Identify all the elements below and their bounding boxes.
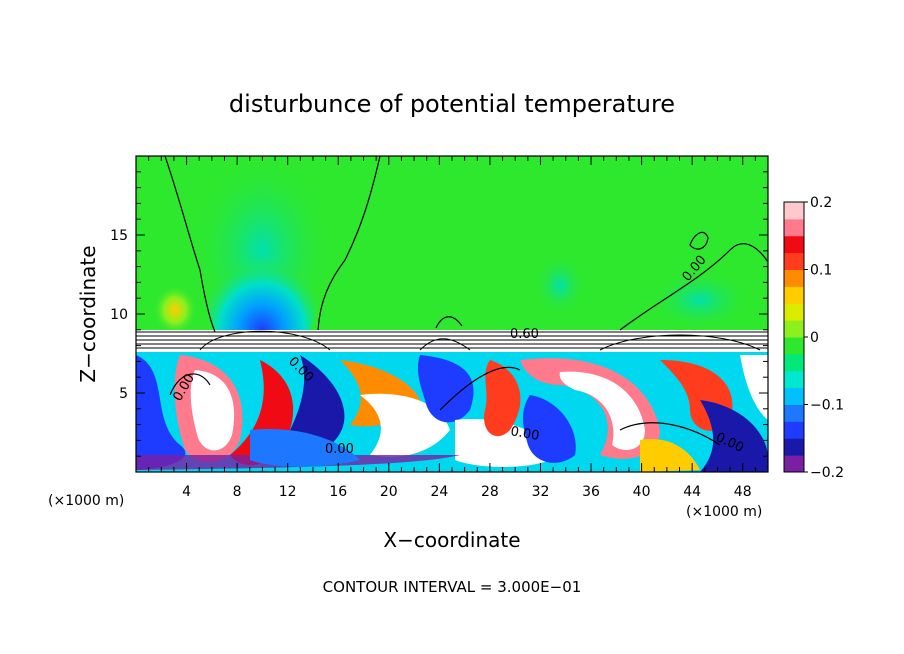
colorbar-segment: [784, 252, 804, 270]
y-axis: 5 10 15: [110, 171, 768, 457]
x-tick-label: 36: [582, 484, 600, 500]
colorbar-segment: [784, 353, 804, 372]
x-tick-label: 48: [734, 484, 752, 500]
x-tick-label: 20: [380, 484, 398, 500]
x-tick-label: 40: [633, 484, 651, 500]
colorbar-segment: [784, 269, 804, 287]
contour-label: 0.00: [509, 424, 540, 444]
colorbar: [783, 201, 805, 473]
colorbar-label: 0.1: [810, 263, 832, 279]
colorbar-segment: [784, 303, 804, 321]
x-tick-label: 16: [329, 484, 347, 500]
colorbar-labels: 0.2 0.1 0 −0.1 −0.2: [804, 195, 844, 481]
colorbar-segment: [784, 286, 804, 304]
zero-contours: [164, 156, 768, 446]
colorbar-segment: [784, 455, 804, 473]
y-tick-label: 5: [119, 386, 128, 402]
x-tick-label: 4: [182, 484, 191, 500]
x-tick-label: 12: [279, 484, 297, 500]
colorbar-segment: [784, 421, 804, 439]
lower-layer-swirls: [136, 355, 768, 472]
colorbar-label: −0.2: [810, 465, 844, 481]
x-tick-label: 44: [683, 484, 701, 500]
contour-label: 0.60: [510, 327, 539, 342]
contour-label: 0.00: [325, 442, 354, 457]
colorbar-segment: [784, 202, 804, 220]
colorbar-segment: [784, 438, 804, 456]
colorbar-segment: [784, 218, 804, 237]
plot-area: [136, 156, 768, 472]
left-warm-anomaly: [153, 285, 197, 335]
chart-title: disturbunce of potential temperature: [229, 90, 675, 118]
colorbar-segment: [784, 235, 804, 254]
colorbar-segment: [784, 404, 804, 422]
right-cold-anomaly: [650, 270, 750, 330]
colorbar-segment: [784, 370, 804, 389]
x-tick-label: 24: [430, 484, 448, 500]
colorbar-label: 0.2: [810, 195, 832, 211]
y-tick-label: 10: [110, 307, 128, 323]
x-axis: 4 8 12 16 20 24 28 32 36 40 44 48: [148, 156, 756, 500]
y-tick-label: 15: [110, 228, 128, 244]
colorbar-label: 0: [810, 330, 819, 346]
x-unit-right: (×1000 m): [686, 504, 762, 520]
mid-cold-anomaly: [535, 255, 585, 315]
inversion-contours: [136, 330, 768, 351]
x-unit-left: (×1000 m): [48, 493, 124, 509]
x-tick-label: 32: [532, 484, 550, 500]
x-axis-title: X−coordinate: [383, 528, 520, 552]
contour-interval-note: CONTOUR INTERVAL = 3.000E−01: [323, 578, 582, 596]
colorbar-segment: [784, 337, 804, 355]
colorbar-segment: [784, 320, 804, 338]
x-tick-label: 8: [233, 484, 242, 500]
colorbar-label: −0.1: [810, 398, 844, 414]
x-tick-label: 28: [481, 484, 499, 500]
inversion-band: [136, 330, 768, 352]
colorbar-segment: [784, 387, 804, 405]
y-axis-title: Z−coordinate: [76, 245, 100, 382]
